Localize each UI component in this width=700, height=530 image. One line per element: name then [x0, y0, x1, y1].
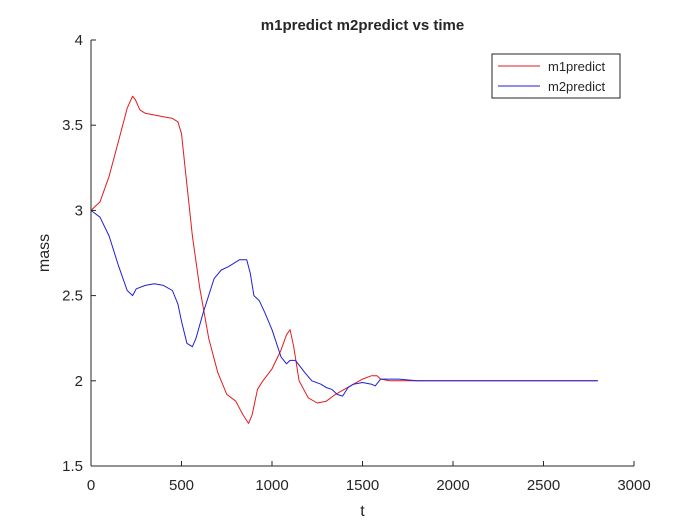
y-axis-label: mass [36, 234, 53, 272]
plot-area [91, 40, 634, 466]
y-tick-label: 2 [75, 373, 83, 390]
series-line-m1predict [90, 95, 598, 424]
legend-box [491, 53, 621, 99]
y-tick-label: 4 [75, 32, 83, 49]
x-tick-label: 1500 [346, 477, 379, 494]
y-tick-label: 2.5 [62, 288, 83, 305]
x-axis-label: t [360, 503, 365, 520]
x-tick-label: 500 [169, 477, 194, 494]
x-tick-label: 2500 [527, 477, 560, 494]
x-tick-label: 2000 [436, 477, 469, 494]
legend-label: m1predict [548, 59, 605, 74]
x-tick-label: 3000 [617, 477, 650, 494]
legend-label: m2predict [548, 79, 605, 94]
y-tick-label: 1.5 [62, 458, 83, 475]
series-layer [90, 95, 598, 424]
y-tick-label: 3 [75, 202, 83, 219]
legend: m1predict m2predict [491, 53, 621, 99]
series-line-m2predict [90, 210, 598, 397]
x-tick-label: 0 [87, 477, 95, 494]
tick-layer: 0 500 1000 1500 2000 2500 3000 1.5 2 2.5 3 3.5 4 [62, 32, 651, 494]
x-tick-label: 1000 [255, 477, 288, 494]
y-tick-label: 3.5 [62, 117, 83, 134]
chart-title: m1predict m2predict vs time [261, 17, 464, 34]
